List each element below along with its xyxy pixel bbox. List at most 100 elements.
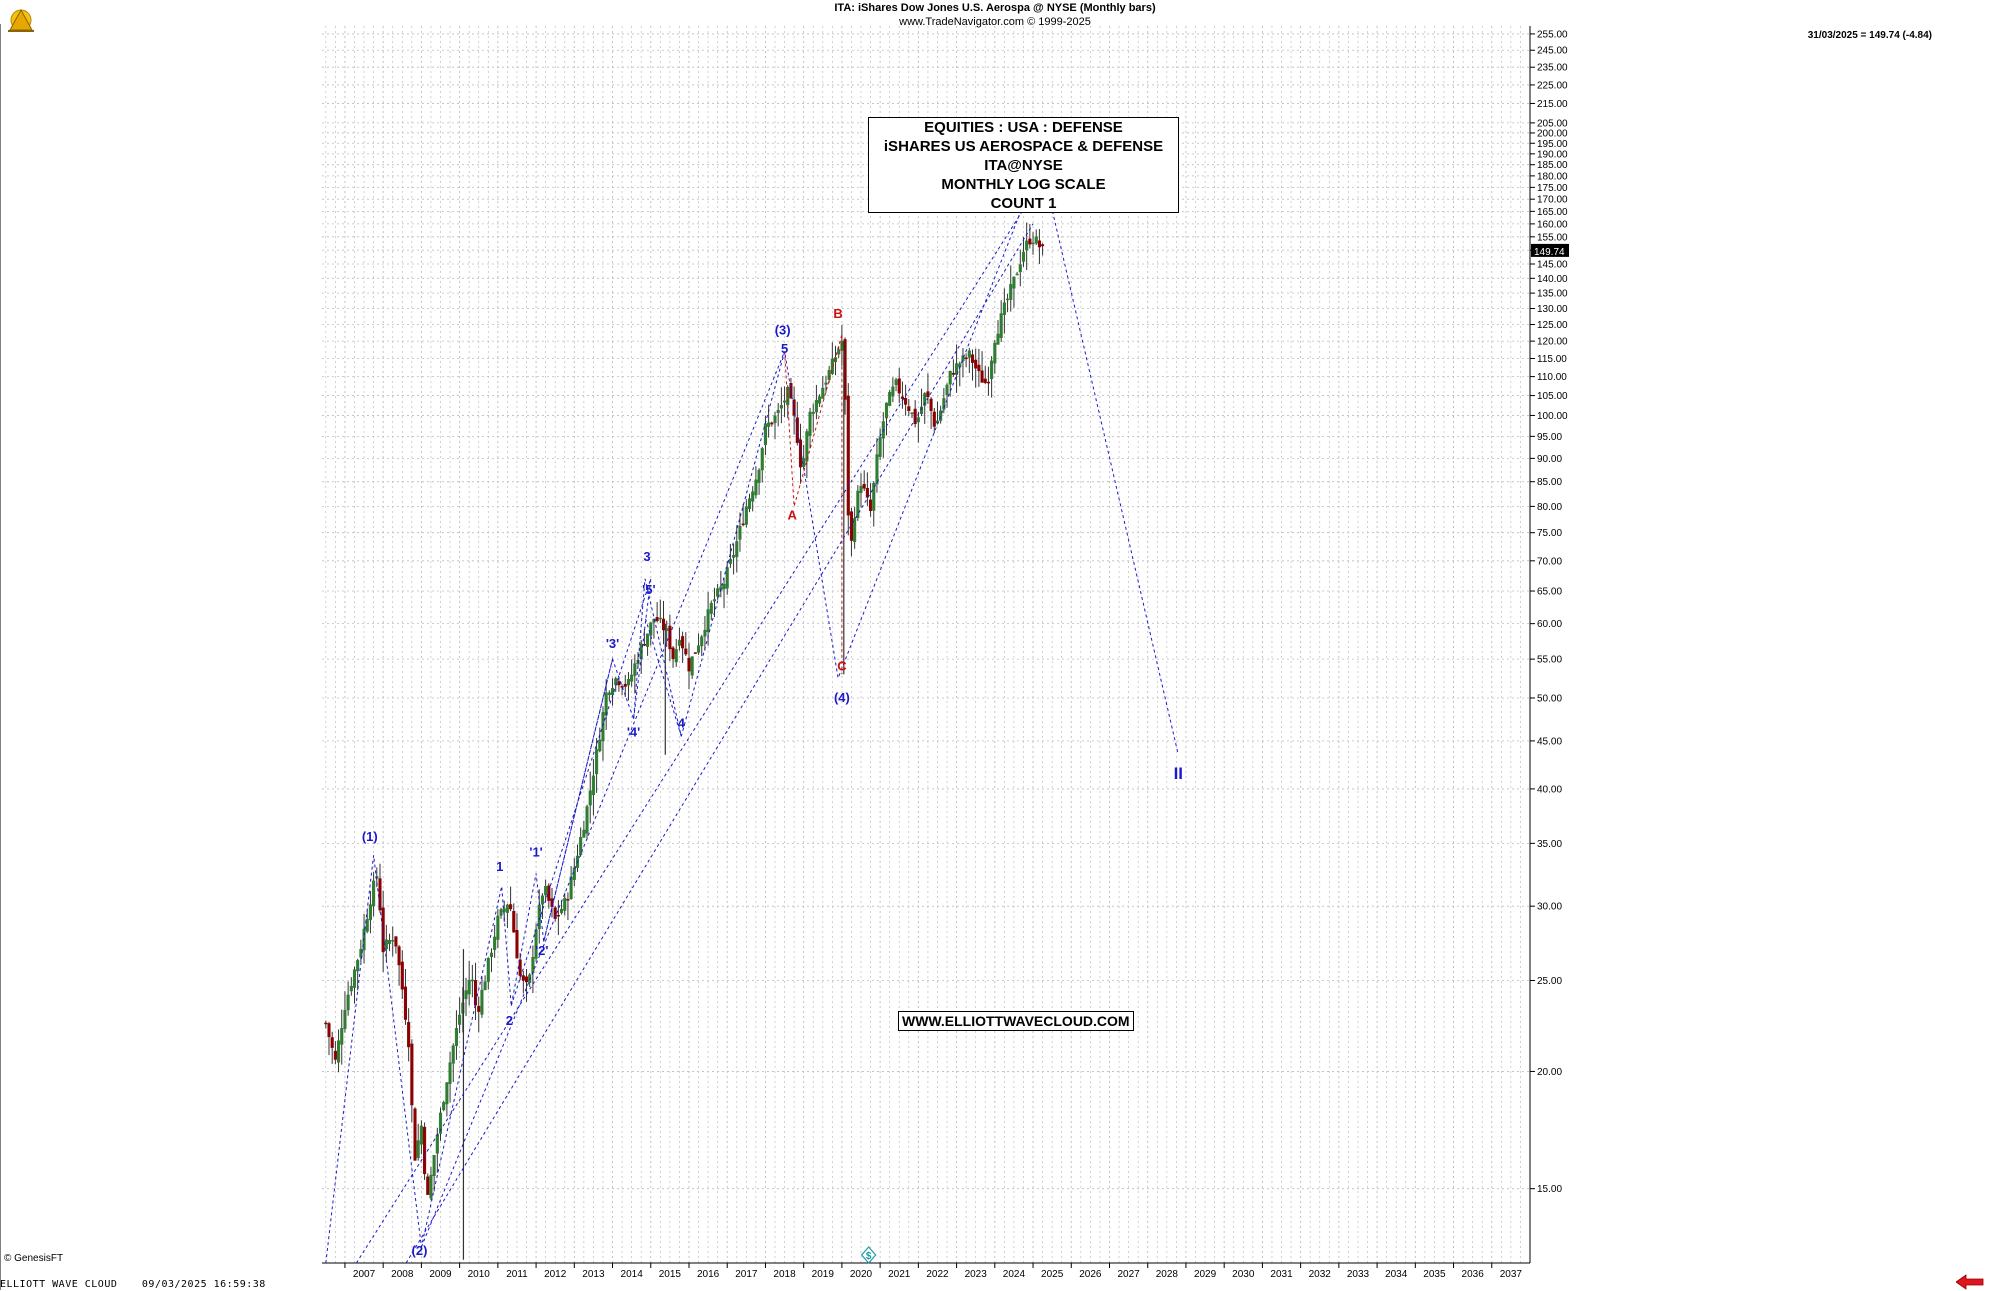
candle-body xyxy=(327,1023,331,1038)
candle xyxy=(426,1173,430,1195)
candle xyxy=(438,1107,443,1141)
candle-body xyxy=(996,333,1000,345)
candle xyxy=(1018,249,1022,287)
y-tick-label: 60.00 xyxy=(1537,619,1562,630)
candle-body xyxy=(438,1112,443,1134)
y-tick-label: 40.00 xyxy=(1537,784,1562,795)
candle xyxy=(595,737,599,793)
red-arrow-icon[interactable] xyxy=(1956,1274,1984,1290)
x-tick-label: 2021 xyxy=(888,1269,911,1280)
candle xyxy=(333,1041,337,1065)
wave-label: 1 xyxy=(496,859,503,874)
y-tick-label: 255.00 xyxy=(1537,29,1568,40)
candle-body xyxy=(544,886,548,896)
x-tick-label: 2008 xyxy=(391,1269,414,1280)
candle-body xyxy=(486,957,490,982)
candle-body xyxy=(467,979,471,995)
candle xyxy=(556,900,560,936)
candle-body xyxy=(661,618,666,631)
candle xyxy=(961,347,965,378)
candle xyxy=(524,969,529,1002)
wave-line-blue xyxy=(355,194,1034,1264)
candle xyxy=(1009,265,1013,312)
candle xyxy=(783,386,787,417)
candle-body xyxy=(426,1176,430,1195)
candle-body xyxy=(381,907,385,953)
x-tick-label: 2018 xyxy=(773,1269,796,1280)
info-line-4: MONTHLY LOG SCALE xyxy=(941,176,1106,193)
candle xyxy=(789,377,793,400)
candle xyxy=(837,346,841,358)
x-tick-label: 2007 xyxy=(353,1269,376,1280)
candle-body xyxy=(872,482,876,511)
candle xyxy=(400,950,404,999)
candle xyxy=(467,960,471,1006)
candle-body xyxy=(1041,244,1045,247)
y-tick-label: 25.00 xyxy=(1537,976,1562,987)
candle-body xyxy=(623,683,627,687)
candle-body xyxy=(1037,240,1041,248)
x-tick-label: 2009 xyxy=(429,1269,452,1280)
candle xyxy=(894,377,898,392)
y-tick-label: 205.00 xyxy=(1537,118,1568,129)
candle-body xyxy=(394,936,398,947)
candle-body xyxy=(693,652,697,654)
candle xyxy=(646,633,650,656)
candle xyxy=(964,353,968,368)
candle xyxy=(445,1082,449,1117)
candle xyxy=(878,428,882,461)
candle xyxy=(601,706,605,761)
candle-body xyxy=(652,618,656,623)
candle xyxy=(1034,229,1038,245)
info-line-3: ITA@NYSE xyxy=(984,157,1063,174)
candle xyxy=(910,412,914,418)
candle-body xyxy=(515,930,519,959)
y-tick-label: 115.00 xyxy=(1537,354,1567,365)
candle-body xyxy=(407,1022,411,1048)
candle-body xyxy=(655,617,659,622)
candle-body xyxy=(783,400,787,403)
candle xyxy=(738,512,742,552)
x-tick-label: 2035 xyxy=(1423,1269,1446,1280)
candle xyxy=(642,629,646,647)
wave-label: 4 xyxy=(678,716,686,731)
x-tick-label: 2014 xyxy=(621,1269,644,1280)
candle xyxy=(942,388,946,414)
candle-body xyxy=(607,692,611,696)
footer-timestamp: 09/03/2025 16:59:38 xyxy=(141,1279,266,1290)
candle-body xyxy=(352,969,357,988)
candle xyxy=(849,507,854,557)
logo-icon xyxy=(8,8,34,32)
x-tick-label: 2017 xyxy=(735,1269,758,1280)
candle xyxy=(1025,222,1029,271)
candle-body xyxy=(1025,240,1029,251)
candle-body xyxy=(907,406,911,411)
candle xyxy=(983,365,987,385)
footer-bar: ELLIOTT WAVE CLOUD 09/03/2025 16:59:38 xyxy=(0,1279,284,1290)
candle-body xyxy=(964,357,968,360)
candle xyxy=(365,910,369,934)
x-tick-label: 2025 xyxy=(1041,1269,1064,1280)
candle-body xyxy=(330,1037,334,1048)
x-tick-label: 2028 xyxy=(1156,1269,1179,1280)
candle-body xyxy=(630,674,634,682)
candle-body xyxy=(601,712,605,742)
y-tick-label: 30.00 xyxy=(1537,902,1562,913)
candle-body xyxy=(423,1126,427,1175)
candle-body xyxy=(595,749,599,775)
candle xyxy=(352,966,357,1004)
candle xyxy=(505,903,509,929)
candle-body xyxy=(961,355,965,362)
candle-body xyxy=(337,1040,341,1063)
candle xyxy=(888,389,892,406)
candle-body xyxy=(916,417,920,423)
candle xyxy=(512,903,516,933)
candle xyxy=(709,600,713,621)
candle xyxy=(853,506,857,549)
candle-body xyxy=(1009,284,1013,300)
candle-body xyxy=(585,806,589,834)
candle xyxy=(403,969,408,1025)
candle xyxy=(429,1166,433,1201)
candle xyxy=(805,428,809,479)
x-tick-label: 2034 xyxy=(1385,1269,1408,1280)
